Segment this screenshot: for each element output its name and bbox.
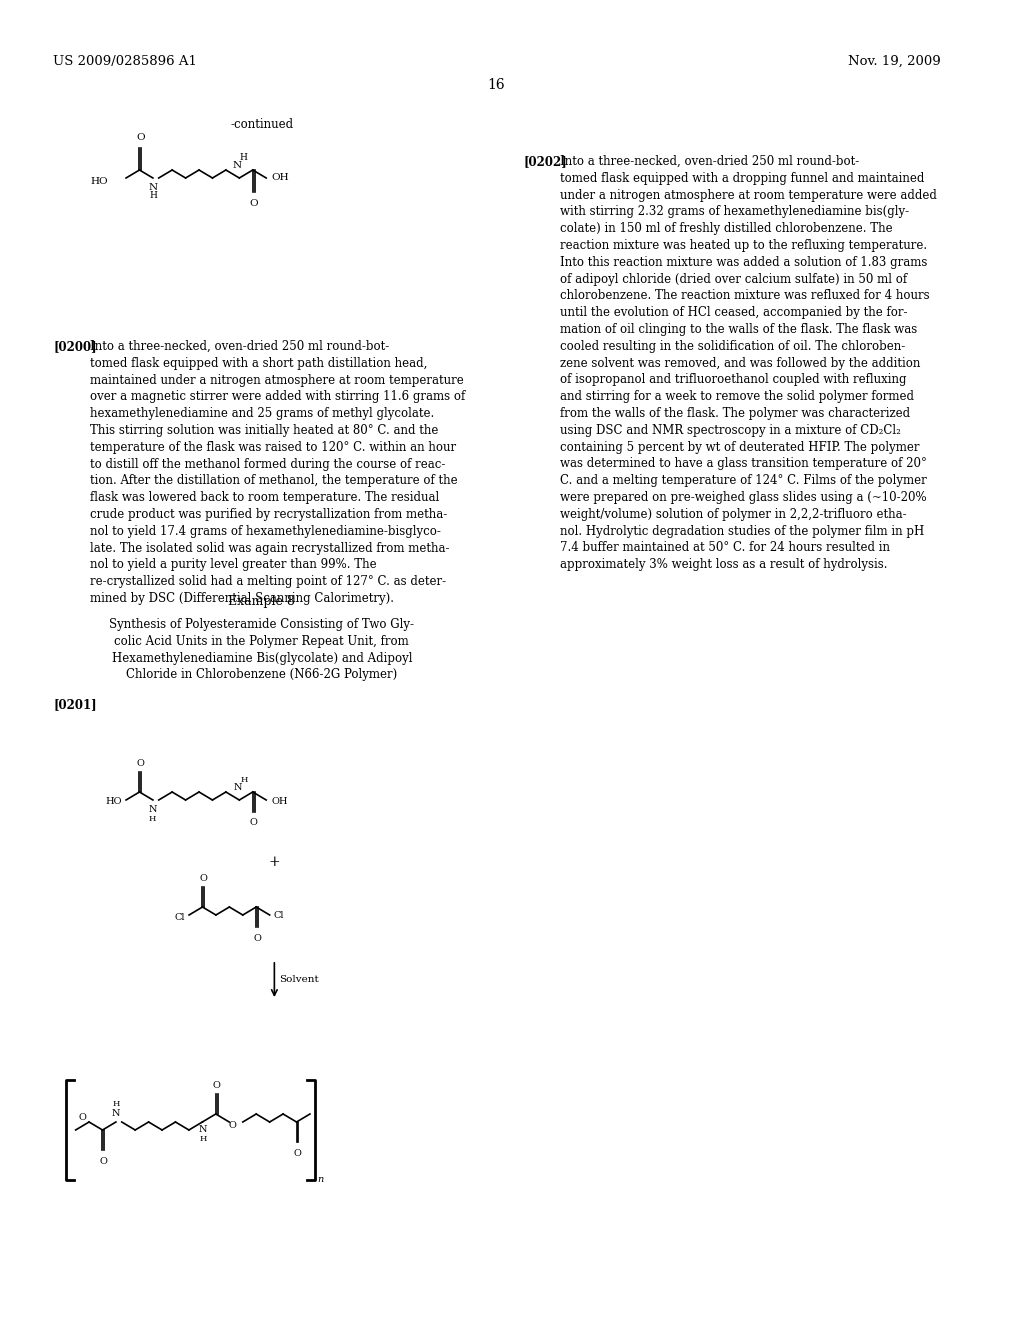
Text: n: n — [317, 1175, 324, 1184]
Text: N: N — [198, 1126, 207, 1134]
Text: Solvent: Solvent — [280, 975, 318, 985]
Text: [0200]: [0200] — [53, 341, 97, 352]
Text: H: H — [200, 1135, 207, 1143]
Text: N: N — [112, 1110, 120, 1118]
Text: Into a three-necked, oven-dried 250 ml round-bot-
tomed flask equipped with a dr: Into a three-necked, oven-dried 250 ml r… — [560, 154, 937, 572]
Text: H: H — [148, 191, 157, 201]
Text: Example 8: Example 8 — [228, 595, 295, 609]
Text: H: H — [240, 153, 247, 162]
Text: O: O — [136, 759, 144, 768]
Text: N: N — [233, 784, 242, 792]
Text: O: O — [99, 1158, 108, 1166]
Text: O: O — [200, 874, 208, 883]
Text: [0201]: [0201] — [53, 698, 97, 711]
Text: O: O — [294, 1148, 301, 1158]
Text: H: H — [148, 814, 156, 822]
Text: N: N — [148, 805, 157, 814]
Text: [0202]: [0202] — [523, 154, 567, 168]
Text: +: + — [268, 855, 281, 869]
Text: Cl: Cl — [175, 912, 185, 921]
Text: HO: HO — [105, 797, 122, 807]
Text: O: O — [228, 1121, 237, 1130]
Text: OH: OH — [271, 797, 288, 807]
Text: O: O — [213, 1081, 221, 1090]
Text: 16: 16 — [487, 78, 505, 92]
Text: HO: HO — [91, 177, 109, 186]
Text: Into a three-necked, oven-dried 250 ml round-bot-
tomed flask equipped with a sh: Into a three-necked, oven-dried 250 ml r… — [90, 341, 466, 605]
Text: O: O — [78, 1113, 86, 1122]
Text: H: H — [241, 776, 248, 784]
Text: O: O — [253, 935, 261, 942]
Text: OH: OH — [271, 173, 289, 182]
Text: O: O — [250, 818, 258, 828]
Text: N: N — [232, 161, 242, 170]
Text: Cl: Cl — [273, 911, 284, 920]
Text: -continued: -continued — [230, 117, 293, 131]
Text: Synthesis of Polyesteramide Consisting of Two Gly-
colic Acid Units in the Polym: Synthesis of Polyesteramide Consisting o… — [110, 618, 415, 681]
Text: H: H — [113, 1100, 120, 1107]
Text: O: O — [136, 133, 144, 143]
Text: O: O — [250, 199, 258, 209]
Text: N: N — [148, 183, 158, 193]
Text: Nov. 19, 2009: Nov. 19, 2009 — [848, 55, 940, 69]
Text: US 2009/0285896 A1: US 2009/0285896 A1 — [53, 55, 198, 69]
